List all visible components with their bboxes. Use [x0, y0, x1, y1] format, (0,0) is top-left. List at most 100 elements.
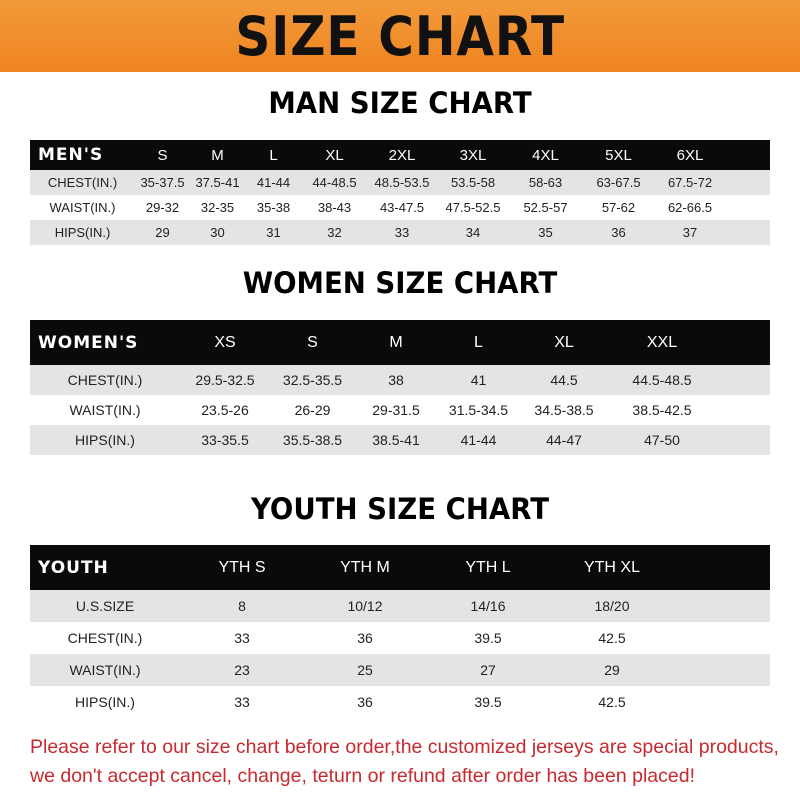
table-row: HIPS(IN.) 33 36 39.5 42.5: [30, 686, 770, 718]
table-cell: 43-47.5: [379, 200, 425, 215]
size-header-cell: YTH S: [218, 558, 266, 576]
table-cell: 44-48.5: [312, 175, 357, 190]
row-label: CHEST(IN.): [47, 175, 118, 190]
table-cell: 58-63: [528, 175, 563, 190]
table-cell: 10/12: [347, 598, 383, 614]
disclaimer-note: Please refer to our size chart before or…: [30, 733, 790, 791]
table-cell: 26-29: [294, 402, 331, 418]
size-header-cell: S: [307, 333, 318, 351]
size-header-cell: M: [389, 333, 403, 351]
table-cell: 47-50: [644, 432, 680, 448]
table-cell: 32: [327, 225, 342, 240]
table-cell: 23.5-26: [201, 402, 249, 418]
table-cell: 29-31.5: [372, 402, 420, 418]
table-row: WAIST(IN.) 23.5-26 26-29 29-31.5 31.5-34.5 34…: [30, 395, 770, 425]
table-cell: 29-32: [145, 200, 180, 215]
table-cell: 32-35: [200, 200, 235, 215]
table-cell: 42.5: [598, 630, 626, 646]
page-title: SIZE CHART: [235, 4, 565, 68]
row-label: U.S.SIZE: [75, 598, 135, 614]
table-cell: 33: [394, 225, 410, 240]
table-cell: 63-67.5: [596, 175, 641, 190]
table-cell: 33: [234, 694, 250, 710]
table-cell: 38: [388, 372, 404, 388]
table-row: CHEST(IN.) 33 36 39.5 42.5: [30, 622, 770, 654]
table-row: HIPS(IN.) 33-35.5 35.5-38.5 38.5-41 41-44 44-…: [30, 425, 770, 455]
table-row: CHEST(IN.) 35-37.5 37.5-41 41-44 44-48.5 48.5…: [30, 170, 770, 195]
table-title-cell: WOMEN'S: [38, 332, 139, 353]
table-cell: 25: [357, 662, 373, 678]
table-cell: 38.5-41: [372, 432, 420, 448]
table-cell: 62-66.5: [667, 200, 713, 215]
row-label: CHEST(IN.): [67, 372, 143, 388]
table-cell: 39.5: [474, 694, 502, 710]
table-cell: 34: [465, 225, 481, 240]
table-row: U.S.SIZE 8 10/12 14/16 18/20: [30, 590, 770, 622]
size-header-cell: L: [269, 146, 278, 164]
size-header-cell: XL: [325, 146, 344, 164]
youth-section-title: YOUTH SIZE CHART: [250, 492, 550, 526]
table-cell: 36: [611, 225, 626, 240]
table-cell: 31: [266, 225, 281, 240]
table-cell: 47.5-52.5: [445, 200, 501, 215]
table-cell: 29: [155, 225, 170, 240]
size-header-cell: L: [474, 333, 483, 351]
table-cell: 48.5-53.5: [374, 175, 430, 190]
table-row: WAIST(IN.) 23 25 27 29: [30, 654, 770, 686]
table-cell: 37.5-41: [195, 175, 240, 190]
table-cell: 38.5-42.5: [632, 402, 692, 418]
table-cell: 36: [357, 630, 373, 646]
table-cell: 35.5-38.5: [282, 432, 343, 448]
table-cell: 8: [238, 598, 246, 614]
table-cell: 35-38: [256, 200, 291, 215]
table-cell: 44.5-48.5: [632, 372, 692, 388]
table-cell: 67.5-72: [667, 175, 713, 190]
table-cell: 44-47: [546, 432, 582, 448]
table-cell: 33-35.5: [201, 432, 249, 448]
table-row: WAIST(IN.) 29-32 32-35 35-38 38-43 43-47.5 47.…: [30, 195, 770, 220]
table-cell: 52.5-57: [523, 200, 568, 215]
table-cell: 41-44: [460, 432, 497, 448]
table-title-cell: YOUTH: [38, 557, 109, 578]
row-label: HIPS(IN.): [75, 694, 135, 710]
women-section-title: WOMEN SIZE CHART: [242, 266, 558, 300]
men-size-table: MEN'S S M L XL 2XL 3XL 4XL 5XL 6XL CHEST(IN.) 35-37…: [30, 140, 770, 245]
size-header-cell: XXL: [646, 333, 678, 351]
table-cell: 34.5-38.5: [534, 402, 594, 418]
row-label: WAIST(IN.): [69, 662, 141, 678]
table-cell: 27: [480, 662, 496, 678]
table-cell: 23: [234, 662, 250, 678]
men-section-title: MAN SIZE CHART: [268, 86, 532, 120]
table-row: HIPS(IN.) 29 30 31 32 33 34 35 36 37: [30, 220, 770, 245]
table-cell: 35: [538, 225, 553, 240]
table-cell: 37: [682, 225, 698, 240]
size-header-cell: 2XL: [388, 146, 416, 164]
title-banner: SIZE CHART: [0, 0, 800, 72]
note-line: Please refer to our size chart before or…: [30, 736, 779, 758]
table-cell: 53.5-58: [450, 175, 496, 190]
row-label: WAIST(IN.): [69, 402, 141, 418]
table-cell: 36: [357, 694, 373, 710]
row-label: HIPS(IN.): [75, 432, 135, 448]
youth-size-table: YOUTH YTH S YTH M YTH L YTH XL U.S.SIZE 8 10/12…: [30, 545, 770, 718]
table-header-row: YOUTH YTH S YTH M YTH L YTH XL: [30, 545, 770, 590]
table-row: CHEST(IN.) 29.5-32.5 32.5-35.5 38 41 44.5 44.5…: [30, 365, 770, 395]
size-header-cell: 5XL: [605, 146, 632, 164]
table-header-row: WOMEN'S XS S M L XL XXL: [30, 320, 770, 365]
table-cell: 32.5-35.5: [282, 372, 343, 388]
size-header-cell: YTH XL: [583, 558, 640, 576]
table-cell: 41: [470, 372, 487, 388]
table-cell: 42.5: [598, 694, 626, 710]
table-header-row: MEN'S S M L XL 2XL 3XL 4XL 5XL 6XL: [30, 140, 770, 170]
women-size-table: WOMEN'S XS S M L XL XXL CHEST(IN.) 29.5-32.5 32.5…: [30, 320, 770, 455]
table-cell: 57-62: [601, 200, 636, 215]
table-title-cell: MEN'S: [38, 145, 104, 165]
size-header-cell: YTH L: [465, 558, 511, 576]
size-header-cell: S: [157, 146, 168, 164]
size-header-cell: 3XL: [459, 146, 487, 164]
note-line: we don't accept cancel, change, teturn o…: [30, 765, 695, 787]
size-header-cell: XS: [214, 333, 236, 351]
table-cell: 18/20: [594, 598, 630, 614]
row-label: HIPS(IN.): [54, 225, 111, 240]
table-cell: 38-43: [317, 200, 352, 215]
